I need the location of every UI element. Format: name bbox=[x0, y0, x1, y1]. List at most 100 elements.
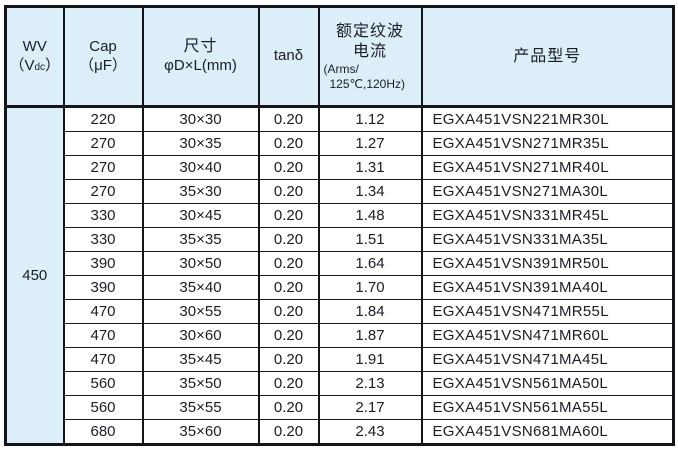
col-header-cap: Cap （μF） bbox=[62, 6, 144, 108]
table-body: 450 220 30×30 0.20 1.12 EGXA451VSN221MR30L 270… bbox=[4, 106, 675, 445]
part-number-cell: EGXA451VSN471MR55L bbox=[420, 299, 675, 324]
part-number-cell: EGXA451VSN331MA35L bbox=[420, 227, 675, 252]
capacitor-spec-table: WV （Vdc） Cap （μF） 尺寸 φD×L(mm) tanδ 额定纹波 … bbox=[4, 5, 675, 446]
part-number-cell: EGXA451VSN391MA40L bbox=[420, 275, 675, 300]
tand-cell: 0.20 bbox=[257, 106, 320, 132]
ripple-cell: 1.48 bbox=[317, 203, 423, 228]
tand-cell: 0.20 bbox=[257, 347, 320, 372]
ripple-cell: 2.17 bbox=[317, 395, 423, 420]
tand-cell: 0.20 bbox=[257, 275, 320, 300]
tand-cell: 0.20 bbox=[257, 131, 320, 156]
part-number-cell: EGXA451VSN681MA60L bbox=[420, 419, 675, 445]
tand-cell: 0.20 bbox=[257, 179, 320, 204]
tand-cell: 0.20 bbox=[257, 323, 320, 348]
col-header-size: 尺寸 φD×L(mm) bbox=[141, 6, 260, 108]
cap-cell: 470 bbox=[62, 323, 144, 348]
table-row: 560 35×55 0.20 2.17 EGXA451VSN561MA55L bbox=[6, 395, 675, 420]
size-cell: 30×35 bbox=[141, 131, 260, 156]
table-row: 470 30×60 0.20 1.87 EGXA451VSN471MR60L bbox=[6, 323, 675, 348]
tand-cell: 0.20 bbox=[257, 371, 320, 396]
ripple-unit-1: (Arms/ bbox=[323, 61, 359, 76]
ripple-cell: 1.64 bbox=[317, 251, 423, 276]
size-cell: 35×40 bbox=[141, 275, 260, 300]
part-number-cell: EGXA451VSN271MR35L bbox=[420, 131, 675, 156]
ripple-cell: 1.51 bbox=[317, 227, 423, 252]
size-cell: 30×50 bbox=[141, 251, 260, 276]
header-row: WV （Vdc） Cap （μF） 尺寸 φD×L(mm) tanδ 额定纹波 … bbox=[4, 6, 675, 108]
cap-cell: 390 bbox=[62, 275, 144, 300]
tand-cell: 0.20 bbox=[257, 251, 320, 276]
col-header-wv: WV （Vdc） bbox=[4, 6, 65, 108]
part-number-cell: EGXA451VSN331MR45L bbox=[420, 203, 675, 228]
size-cell: 30×45 bbox=[141, 203, 260, 228]
table-row: 470 30×55 0.20 1.84 EGXA451VSN471MR55L bbox=[6, 299, 675, 324]
cap-cell: 330 bbox=[62, 227, 144, 252]
table-row: 680 35×60 0.20 2.43 EGXA451VSN681MA60L bbox=[6, 419, 675, 445]
wv-label: WV bbox=[22, 37, 47, 55]
size-cell: 30×55 bbox=[141, 299, 260, 324]
tand-cell: 0.20 bbox=[257, 155, 320, 180]
tand-cell: 0.20 bbox=[257, 419, 320, 445]
size-label: 尺寸 bbox=[183, 38, 218, 56]
cap-cell: 330 bbox=[62, 203, 144, 228]
cap-cell: 270 bbox=[62, 155, 144, 180]
ripple-cell: 1.27 bbox=[317, 131, 423, 156]
wv-value-cell: 450 bbox=[4, 106, 65, 445]
cap-cell: 560 bbox=[62, 371, 144, 396]
size-unit: φD×L(mm) bbox=[164, 57, 237, 75]
ripple-cell: 1.91 bbox=[317, 347, 423, 372]
size-cell: 30×40 bbox=[141, 155, 260, 180]
cap-cell: 220 bbox=[62, 106, 144, 132]
ripple-cell: 1.84 bbox=[317, 299, 423, 324]
cap-cell: 560 bbox=[62, 395, 144, 420]
part-number-cell: EGXA451VSN471MR60L bbox=[420, 323, 675, 348]
ripple-cell: 2.43 bbox=[317, 419, 423, 445]
size-cell: 30×30 bbox=[141, 106, 260, 132]
ripple-cell: 1.12 bbox=[317, 106, 423, 132]
ripple-cell: 2.13 bbox=[317, 371, 423, 396]
col-header-tand: tanδ bbox=[257, 6, 320, 108]
table-row: 390 35×40 0.20 1.70 EGXA451VSN391MA40L bbox=[6, 275, 675, 300]
table-row: 270 30×40 0.20 1.31 EGXA451VSN271MR40L bbox=[6, 155, 675, 180]
ripple-cell: 1.31 bbox=[317, 155, 423, 180]
table-row: 330 30×45 0.20 1.48 EGXA451VSN331MR45L bbox=[6, 203, 675, 228]
table-row: 330 35×35 0.20 1.51 EGXA451VSN331MA35L bbox=[6, 227, 675, 252]
cap-cell: 390 bbox=[62, 251, 144, 276]
wv-unit: （Vdc） bbox=[9, 56, 61, 74]
model-label: 产品型号 bbox=[513, 47, 582, 65]
table-row: 270 35×30 0.20 1.34 EGXA451VSN271MA30L bbox=[6, 179, 675, 204]
ripple-unit-2: 125℃,120Hz) bbox=[329, 76, 406, 91]
part-number-cell: EGXA451VSN271MA30L bbox=[420, 179, 675, 204]
size-cell: 30×60 bbox=[141, 323, 260, 348]
cap-cell: 470 bbox=[62, 299, 144, 324]
cap-label: Cap bbox=[89, 37, 117, 55]
part-number-cell: EGXA451VSN391MR50L bbox=[420, 251, 675, 276]
part-number-cell: EGXA451VSN271MR40L bbox=[420, 155, 675, 180]
tand-cell: 0.20 bbox=[257, 203, 320, 228]
col-header-ripple: 额定纹波 电流 (Arms/ 125℃,120Hz) bbox=[317, 6, 423, 108]
part-number-cell: EGXA451VSN561MA55L bbox=[420, 395, 675, 420]
spec-table-wrapper: WV （Vdc） Cap （μF） 尺寸 φD×L(mm) tanδ 额定纹波 … bbox=[4, 5, 675, 446]
tand-cell: 0.20 bbox=[257, 227, 320, 252]
size-cell: 35×45 bbox=[141, 347, 260, 372]
table-row: 560 35×50 0.20 2.13 EGXA451VSN561MA50L bbox=[6, 371, 675, 396]
col-header-model: 产品型号 bbox=[420, 6, 675, 108]
size-cell: 35×50 bbox=[141, 371, 260, 396]
table-row: 450 220 30×30 0.20 1.12 EGXA451VSN221MR30L bbox=[4, 106, 675, 445]
cap-cell: 470 bbox=[62, 347, 144, 372]
cap-cell: 270 bbox=[62, 131, 144, 156]
table-row: 270 30×35 0.20 1.27 EGXA451VSN271MR35L bbox=[6, 131, 675, 156]
size-cell: 35×35 bbox=[141, 227, 260, 252]
part-number-cell: EGXA451VSN471MA45L bbox=[420, 347, 675, 372]
ripple-cell: 1.70 bbox=[317, 275, 423, 300]
size-cell: 35×60 bbox=[141, 419, 260, 445]
ripple-cell: 1.34 bbox=[317, 179, 423, 204]
tand-cell: 0.20 bbox=[257, 299, 320, 324]
ripple-label-2: 电流 bbox=[352, 42, 387, 60]
table-row: 470 35×45 0.20 1.91 EGXA451VSN471MA45L bbox=[6, 347, 675, 372]
tand-label: tanδ bbox=[273, 47, 304, 65]
tand-cell: 0.20 bbox=[257, 395, 320, 420]
cap-cell: 680 bbox=[62, 419, 144, 445]
ripple-cell: 1.87 bbox=[317, 323, 423, 348]
cap-cell: 270 bbox=[62, 179, 144, 204]
